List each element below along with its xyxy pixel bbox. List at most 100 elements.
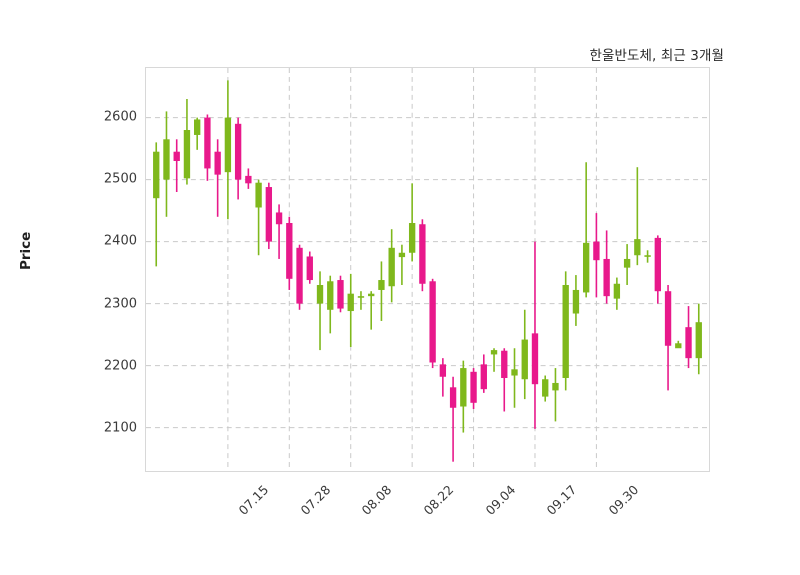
candle <box>490 348 498 372</box>
candle-body <box>316 285 324 304</box>
candle-body <box>654 237 661 292</box>
candle-body <box>531 333 539 385</box>
candle-body <box>542 379 549 397</box>
candle <box>654 235 661 304</box>
candle <box>316 271 324 351</box>
candle <box>603 230 610 304</box>
x-tick-label: 08.08 <box>358 482 395 518</box>
candle <box>163 111 170 217</box>
candle-body <box>501 350 508 378</box>
candle <box>562 271 569 391</box>
candle-body <box>603 258 610 297</box>
candle-body <box>664 291 672 346</box>
candle <box>224 80 232 220</box>
candle <box>204 114 211 181</box>
candle <box>501 348 508 412</box>
candle <box>449 376 457 462</box>
candle-body <box>439 364 447 377</box>
candle-body <box>582 242 590 293</box>
candle-body <box>695 322 702 359</box>
candle-body <box>327 281 334 310</box>
x-tick-label: 09.30 <box>605 482 642 518</box>
x-axis-tick-labels: 07.15 07.28 08.08 08.22 09.04 09.17 09.30 <box>145 478 710 548</box>
candle-body <box>306 256 313 281</box>
candle-body <box>183 130 191 179</box>
candle-body <box>593 241 600 261</box>
candle <box>470 368 477 410</box>
candle <box>572 275 580 326</box>
candle-body <box>511 369 518 376</box>
candle <box>623 244 631 285</box>
candle-body <box>419 224 426 284</box>
candle <box>153 142 160 267</box>
candle-body <box>347 293 354 312</box>
candle <box>511 348 518 408</box>
candle-body <box>623 258 631 268</box>
candle <box>593 213 600 298</box>
candle <box>265 182 273 250</box>
plot-area <box>145 67 710 472</box>
candle-body <box>675 343 682 349</box>
y-tick-label: 2500 <box>103 171 137 187</box>
candle <box>644 250 651 263</box>
candle <box>337 275 344 313</box>
candle <box>194 117 201 150</box>
candle-body <box>521 339 528 380</box>
candle <box>296 244 303 310</box>
candle-body <box>429 281 436 363</box>
candle <box>531 241 539 429</box>
candle-body <box>275 212 283 225</box>
candle-body <box>224 117 232 173</box>
candle <box>255 179 262 256</box>
candle <box>357 291 365 310</box>
candle-body <box>480 364 487 390</box>
candle-body <box>634 239 641 256</box>
candle-body <box>286 223 293 279</box>
candle-series <box>153 80 702 462</box>
candle-body <box>245 175 252 184</box>
candle-body <box>337 280 344 309</box>
candle-body <box>357 296 365 298</box>
y-tick-label: 2300 <box>103 296 137 312</box>
candle-body <box>470 371 477 403</box>
candle <box>521 309 528 400</box>
candle-body <box>153 151 160 199</box>
candle <box>542 375 549 402</box>
candle <box>275 204 283 259</box>
candle <box>183 99 191 185</box>
candle <box>214 139 221 217</box>
candle-body <box>214 151 221 175</box>
candle <box>552 368 559 422</box>
candle-body <box>163 139 170 180</box>
candle <box>286 216 293 290</box>
candle <box>480 354 487 393</box>
candle-body <box>490 350 498 355</box>
candle <box>613 277 621 310</box>
candle <box>245 168 252 189</box>
y-tick-label: 2100 <box>103 420 137 436</box>
candle <box>388 229 395 303</box>
candle <box>695 303 702 375</box>
candle-body <box>265 187 273 242</box>
candle <box>306 251 313 284</box>
x-tick-label: 09.04 <box>482 482 519 518</box>
y-tick-label: 2400 <box>103 233 137 249</box>
candle-body <box>296 247 303 304</box>
x-tick-label: 08.22 <box>420 482 457 518</box>
candle-body <box>572 289 580 314</box>
candle-body <box>368 293 375 297</box>
candle <box>582 162 590 298</box>
candle-body <box>194 119 201 135</box>
candle-body <box>255 182 262 208</box>
candle <box>173 139 180 193</box>
candle-body <box>388 247 395 287</box>
candle-body <box>204 117 211 169</box>
candle-body <box>613 283 621 299</box>
candle <box>398 244 406 285</box>
candle <box>675 340 682 349</box>
y-tick-label: 2600 <box>103 109 137 125</box>
candle <box>419 219 426 292</box>
candle-body <box>449 387 457 408</box>
candle <box>634 167 641 266</box>
